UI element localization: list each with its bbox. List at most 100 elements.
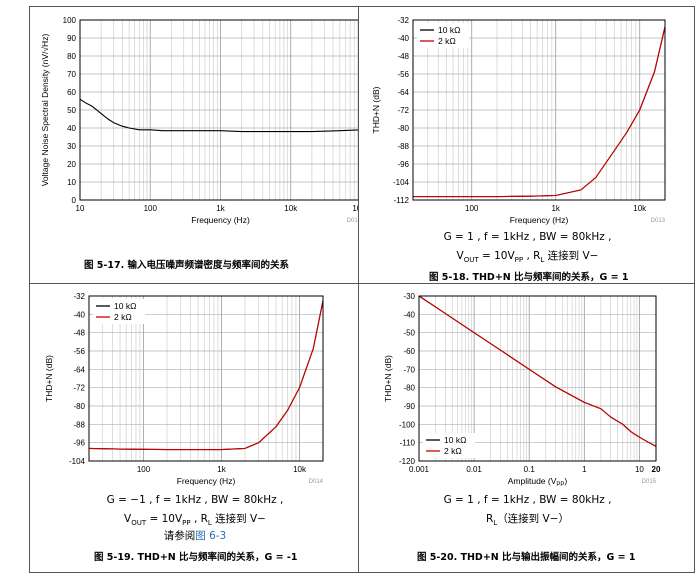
legend-box (423, 433, 475, 458)
chart-tag: D014 (309, 479, 324, 485)
y-tick-label: 60 (67, 88, 76, 97)
y-tick-label: -96 (73, 439, 85, 448)
figure-5-19-conditions-3: 请参阅图 6-3 (163, 530, 227, 542)
y-tick-label: -40 (397, 34, 409, 43)
y-tick-label: 30 (67, 142, 76, 151)
y-tick-label: -32 (73, 292, 85, 301)
legend-label: 10 kΩ (114, 301, 136, 311)
x-tick-label: 0.001 (409, 465, 430, 474)
x-tick-label: 20 (652, 465, 661, 474)
y-tick-label: -32 (397, 16, 409, 25)
y-axis-title: THD+N (dB) (44, 355, 54, 402)
figure-5-18-caption: 图 5-18. THD+N 比与频率间的关系，G = 1 (429, 272, 629, 283)
y-tick-label: -88 (73, 420, 85, 429)
y-tick-label: -60 (403, 347, 415, 356)
y-tick-label: 70 (67, 70, 76, 79)
y-tick-label: -64 (73, 365, 85, 374)
y-tick-label: -56 (73, 347, 85, 356)
y-tick-label: -72 (397, 106, 409, 115)
y-tick-label: 10 (67, 178, 76, 187)
series-line-2-k-1 (413, 26, 666, 198)
x-tick-label: 10 (635, 465, 644, 474)
y-tick-label: -80 (73, 402, 85, 411)
y-tick-label: 100 (63, 16, 77, 25)
plot-frame (412, 19, 666, 201)
chart-tag: D013 (651, 218, 666, 224)
x-axis-title: Frequency (Hz) (177, 476, 236, 486)
x-axis-title: Frequency (Hz) (191, 215, 250, 225)
y-tick-label: -90 (403, 402, 415, 411)
figure-5-19-panel: -32 -40 -48 -56 -64 -72 -80 -88 -96 -104 100 1k 10k F… (29, 283, 359, 573)
x-tick-label: 1k (217, 465, 226, 474)
series-line-data-0 (79, 98, 362, 133)
y-tick-label: 50 (67, 106, 76, 115)
legend-label: 2 kΩ (114, 312, 132, 322)
y-tick-label: -30 (403, 292, 415, 301)
x-tick-label: 1k (216, 204, 225, 213)
y-axis-title: THD+N (dB) (383, 355, 393, 402)
x-tick-label: 100 (465, 204, 479, 213)
y-tick-label: -40 (403, 310, 415, 319)
thdn-vs-frequency-gm1-chart: -32 -40 -48 -56 -64 -72 -80 -88 -96 -104 100 1k 10k F… (44, 292, 324, 486)
y-tick-label: -80 (397, 124, 409, 133)
x-tick-label: 0.01 (466, 465, 482, 474)
y-tick-label: -64 (397, 88, 409, 97)
series-line-2-k-1 (88, 300, 324, 451)
y-tick-label: -40 (73, 310, 85, 319)
figure-5-18-conditions-1: G = 1 , f = 1kHz , BW = 80kHz , (443, 231, 612, 243)
thdn-vs-frequency-g1-chart: -32 -40 -48 -56 -64 -72 -80 -88 -96 -104 -112 100 1k… (371, 16, 666, 225)
x-tick-label: 1 (582, 465, 587, 474)
figure-5-20-panel: -30 -40 -50 -60 -70 -80 -90 -100 -110 -120 0.001 0.… (358, 283, 695, 573)
y-tick-label: -72 (73, 384, 85, 393)
legend-label: 10 kΩ (444, 435, 466, 445)
y-tick-label: -80 (403, 384, 415, 393)
legend-label: 2 kΩ (438, 36, 456, 46)
x-axis-title: Amplitude (VPP) (508, 476, 568, 488)
figure-5-18-panel: -32 -40 -48 -56 -64 -72 -80 -88 -96 -104 -112 100 1k… (358, 6, 695, 284)
y-tick-label: -48 (397, 52, 409, 61)
chart-tag: D010 (347, 218, 362, 224)
x-tick-label: 1k (551, 204, 560, 213)
y-axis-title: Voltage Noise Spectral Density (nV/√Hz) (40, 34, 50, 187)
legend-box (93, 299, 145, 324)
y-tick-label: 0 (72, 196, 77, 205)
x-tick-label: 10k (284, 204, 298, 213)
figure-5-20-conditions-1: G = 1 , f = 1kHz , BW = 80kHz , (443, 494, 612, 506)
x-tick-label: 0.1 (524, 465, 536, 474)
legend-box (417, 23, 469, 48)
y-tick-label: 20 (67, 160, 76, 169)
figure-5-18-conditions-2: VOUT = 10VPP , RL 连接到 V− (456, 250, 599, 265)
plot-frame (418, 295, 657, 462)
y-tick-label: -48 (73, 329, 85, 338)
figure-5-19-conditions-2: VOUT = 10VPP , RL 连接到 V− (124, 513, 266, 528)
y-tick-label: 80 (67, 52, 76, 61)
legend-label: 10 kΩ (438, 25, 460, 35)
y-tick-label: -70 (403, 365, 415, 374)
figure-5-17-caption: 图 5-17. 输入电压噪声频谱密度与频率间的关系 (84, 260, 289, 271)
y-tick-label: -112 (394, 196, 410, 205)
chart-tag: D015 (642, 479, 657, 485)
figure-5-20-conditions-2: RL（连接到 V−） (485, 513, 570, 528)
y-axis-title: THD+N (dB) (371, 86, 381, 133)
figure-5-19-conditions-1: G = −1 , f = 1kHz , BW = 80kHz , (106, 494, 284, 506)
y-tick-label: -120 (399, 457, 416, 466)
y-tick-label: -88 (397, 142, 409, 151)
figure-6-3-link[interactable]: 图 6-3 (195, 530, 227, 542)
y-tick-label: 40 (67, 124, 76, 133)
x-tick-label: 100 (137, 465, 151, 474)
x-tick-label: 10k (293, 465, 307, 474)
figure-5-20-caption: 图 5-20. THD+N 比与输出振幅间的关系，G = 1 (417, 552, 636, 563)
y-tick-label: -104 (393, 178, 410, 187)
legend-label: 2 kΩ (444, 446, 462, 456)
y-tick-label: -96 (397, 160, 409, 169)
x-tick-label: 10 (76, 204, 85, 213)
y-tick-label: -104 (69, 457, 86, 466)
y-tick-label: -100 (399, 420, 416, 429)
y-tick-label: 90 (67, 34, 76, 43)
x-tick-label: 100 (144, 204, 158, 213)
x-axis-title: Frequency (Hz) (510, 215, 569, 225)
y-tick-label: -56 (397, 70, 409, 79)
y-tick-label: -110 (400, 439, 416, 448)
series-line-2-k-1 (418, 295, 657, 447)
